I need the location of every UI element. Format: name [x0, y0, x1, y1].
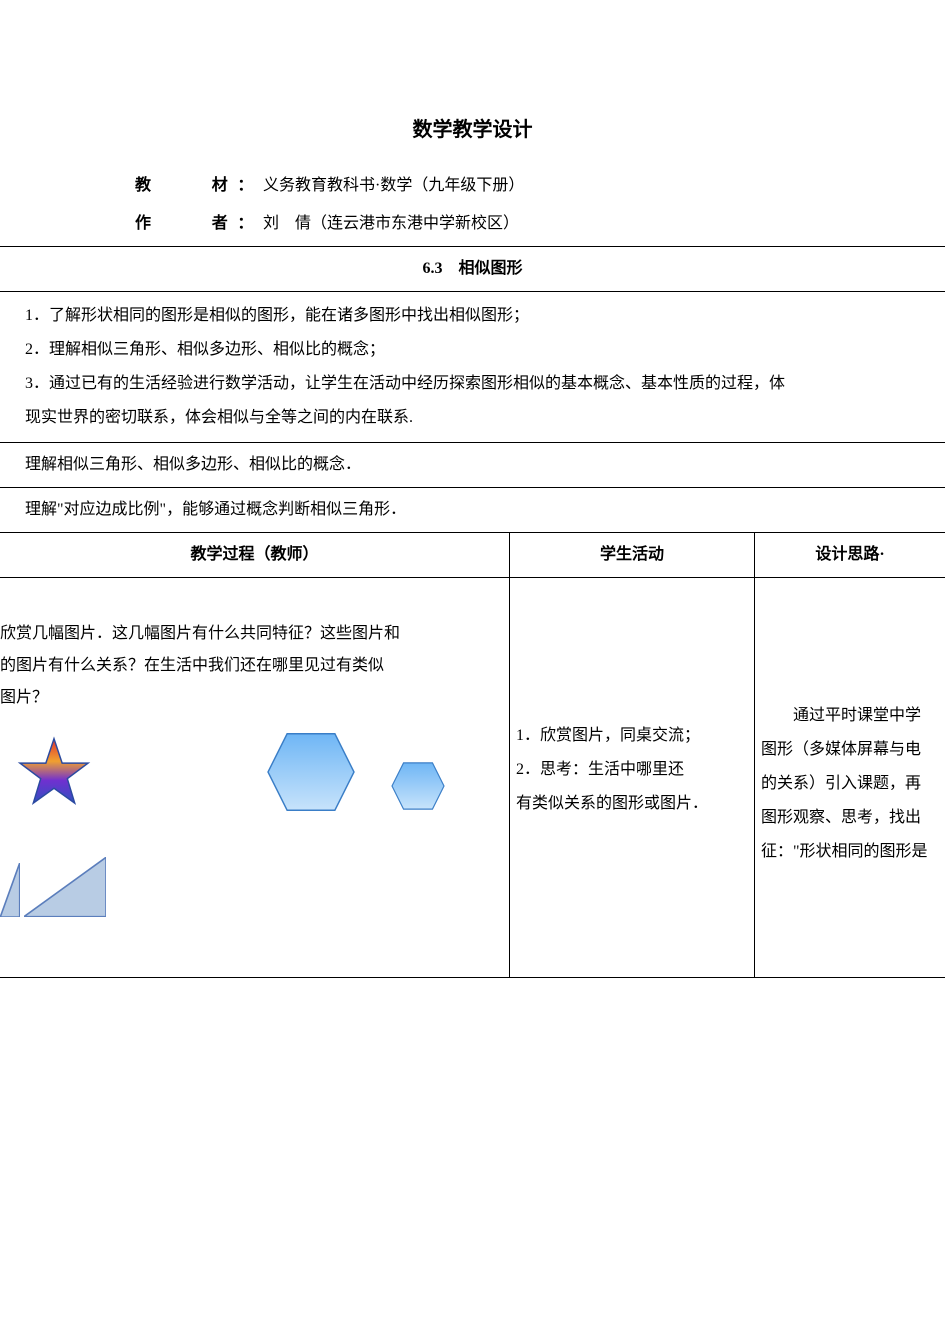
shapes-row-1	[0, 729, 499, 827]
student-item-3: 有类似关系的图形或图片．	[516, 788, 748, 820]
design-cell: 通过平时课堂中学 图形（多媒体屏幕与电 的关系）引入课题，再 图形观察、思考，找…	[755, 578, 945, 977]
difficult-point-text: 理解"对应边成比例"，能够通过概念判断相似三角形．	[25, 501, 406, 518]
section-title: 6.3 相似图形	[0, 246, 945, 291]
textbook-value: 义务教育教科书·数学（九年级下册）	[263, 177, 524, 194]
process-table: 教学过程（教师） 学生活动 设计思路· 欣赏几幅图片．这几幅图片有什么共同特征？…	[0, 532, 945, 978]
author-row: 作 者：刘 倩（连云港市东港中学新校区）	[135, 208, 945, 240]
design-line-3: 的关系）引入课题，再	[761, 768, 945, 800]
teacher-line-1: 欣赏几幅图片．这几幅图片有什么共同特征？这些图片和	[0, 618, 499, 650]
student-cell: 1．欣赏图片，同桌交流； 2．思考：生活中哪里还 有类似关系的图形或图片．	[510, 578, 755, 977]
shapes-row-2	[0, 857, 499, 929]
goals-block: 1．了解形状相同的图形是相似的图形，能在诸多图形中找出相似图形； 2．理解相似三…	[0, 291, 945, 442]
triangle-left-icon	[0, 863, 20, 929]
key-point-text: 理解相似三角形、相似多边形、相似比的概念．	[25, 456, 361, 473]
key-point-row: 理解相似三角形、相似多边形、相似比的概念．	[0, 442, 945, 487]
design-line-5: 征："形状相同的图形是	[761, 836, 945, 868]
hexagon-small-icon	[389, 760, 447, 824]
author-value: 刘 倩（连云港市东港中学新校区）	[263, 215, 519, 232]
student-item-1: 1．欣赏图片，同桌交流；	[516, 720, 748, 752]
header-design: 设计思路·	[755, 533, 945, 577]
header-teacher: 教学过程（教师）	[0, 533, 510, 577]
author-label: 作 者：	[135, 215, 263, 232]
goal-1: 1．了解形状相同的图形是相似的图形，能在诸多图形中找出相似图形；	[25, 300, 945, 332]
teacher-cell: 欣赏几幅图片．这几幅图片有什么共同特征？这些图片和 的图片有什么关系？在生活中我…	[0, 578, 510, 977]
table-body-row: 欣赏几幅图片．这几幅图片有什么共同特征？这些图片和 的图片有什么关系？在生活中我…	[0, 578, 945, 978]
star-icon	[15, 735, 93, 821]
meta-block: 教 材：义务教育教科书·数学（九年级下册） 作 者：刘 倩（连云港市东港中学新校…	[0, 170, 945, 240]
student-item-2: 2．思考：生活中哪里还	[516, 754, 748, 786]
triangle-left-polygon	[0, 863, 19, 917]
design-line-4: 图形观察、思考，找出	[761, 802, 945, 834]
teacher-line-3: 图片？	[0, 682, 499, 714]
textbook-row: 教 材：义务教育教科书·数学（九年级下册）	[135, 170, 945, 202]
difficult-point-row: 理解"对应边成比例"，能够通过概念判断相似三角形．	[0, 487, 945, 532]
textbook-label: 教 材：	[135, 177, 263, 194]
teacher-line-2: 的图片有什么关系？在生活中我们还在哪里见过有类似	[0, 650, 499, 682]
goal-3a: 3．通过已有的生活经验进行数学活动，让学生在活动中经历探索图形相似的基本概念、基…	[25, 368, 945, 400]
design-line-2: 图形（多媒体屏幕与电	[761, 734, 945, 766]
hexagon-small-polygon	[392, 763, 444, 809]
goal-3b: 现实世界的密切联系，体会相似与全等之间的内在联系.	[25, 402, 945, 434]
hexagon-large-polygon	[268, 734, 354, 810]
header-student: 学生活动	[510, 533, 755, 577]
triangle-right-polygon	[24, 857, 106, 916]
triangle-right-icon	[24, 857, 106, 929]
design-line-1: 通过平时课堂中学	[761, 700, 945, 732]
star-polygon	[20, 739, 88, 803]
table-header: 教学过程（教师） 学生活动 设计思路·	[0, 532, 945, 578]
hexagon-large-icon	[263, 729, 359, 827]
goal-2: 2．理解相似三角形、相似多边形、相似比的概念；	[25, 334, 945, 366]
page-title: 数学教学设计	[0, 110, 945, 150]
